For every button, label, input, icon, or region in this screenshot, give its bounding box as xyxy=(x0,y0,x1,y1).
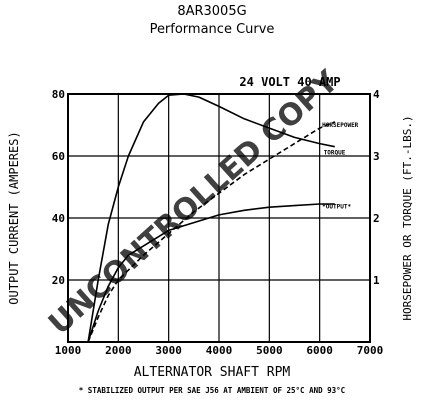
x-tick-label: 5000 xyxy=(256,344,283,357)
y-axis-title-right: HORSEPOWER OR TORQUE (FT.-LBS.) xyxy=(401,115,414,320)
y-tick-label-right: 1 xyxy=(373,274,380,287)
series-line-torque xyxy=(87,93,335,343)
x-tick-label: 2000 xyxy=(105,344,132,357)
x-tick-label: 7000 xyxy=(357,344,384,357)
watermark: UNCONTROLLED COPY xyxy=(42,63,346,342)
chart-labels: 8AR3005G Performance Curve 24 VOLT 40 AMP 1… xyxy=(7,4,414,395)
y-tick-label-left: 40 xyxy=(52,212,65,225)
y-tick-label-left: 20 xyxy=(52,274,65,287)
y-tick-label-right: 2 xyxy=(373,212,380,225)
footnote: * STABILIZED OUTPUT PER SAE J56 AT AMBIE… xyxy=(79,386,345,395)
chart-subtitle: Performance Curve xyxy=(150,22,275,37)
y-tick-label-right: 4 xyxy=(373,88,380,101)
chart-series xyxy=(87,93,336,343)
x-tick-label: 1000 xyxy=(55,344,82,357)
series-line-output xyxy=(87,203,335,343)
y-tick-label-left: 80 xyxy=(52,88,65,101)
watermark-text: UNCONTROLLED COPY xyxy=(42,63,346,342)
series-line-horsepower xyxy=(87,121,336,343)
y-axis-title-left: OUTPUT CURRENT (AMPERES) xyxy=(7,131,21,304)
series-label: TORQUE xyxy=(324,150,346,157)
series-label: HORSEPOWER xyxy=(322,122,359,129)
y-tick-label-left: 60 xyxy=(52,150,65,163)
x-tick-label: 6000 xyxy=(306,344,333,357)
plot-frame xyxy=(67,93,371,343)
x-tick-label: 3000 xyxy=(155,344,182,357)
x-axis-title: ALTERNATOR SHAFT RPM xyxy=(134,365,291,380)
series-label: *OUTPUT* xyxy=(322,204,351,211)
chart-grid xyxy=(67,93,371,343)
rating-label: 24 VOLT 40 AMP xyxy=(239,75,340,89)
x-tick-label: 4000 xyxy=(206,344,233,357)
y-tick-label-right: 3 xyxy=(373,150,380,163)
chart-title: 8AR3005G xyxy=(177,4,246,19)
